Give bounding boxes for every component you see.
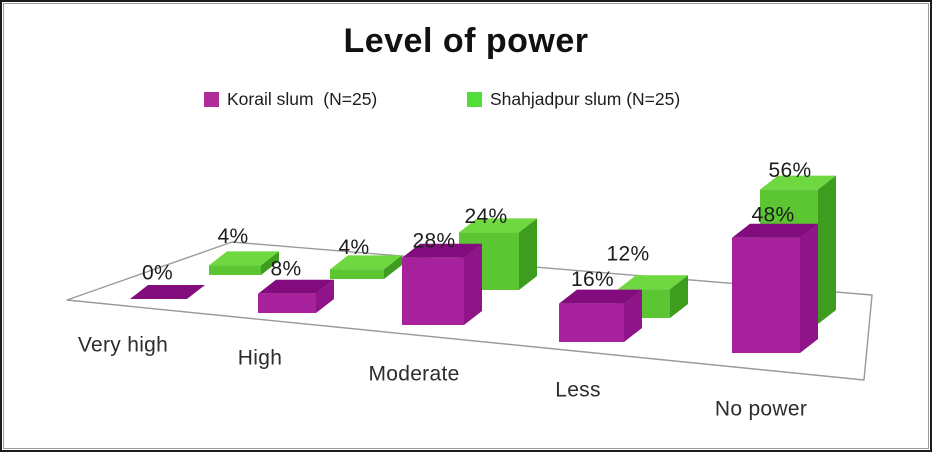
value-label-korail-high: 8%: [271, 257, 302, 280]
bar-shahjadpur-no-power-side: [818, 175, 836, 324]
bar-korail-no-power-top: [732, 223, 818, 238]
bar-korail-high-front: [258, 293, 316, 313]
value-label-korail-no-power: 48%: [752, 203, 795, 226]
bar-shahjadpur-very-high-side: [261, 251, 279, 275]
chart-title: Level of power: [343, 22, 589, 60]
category-label-no-power: No power: [715, 398, 807, 421]
bar-korail-less-top: [559, 289, 642, 304]
value-label-shahjadpur-very-high: 4%: [218, 225, 249, 248]
bar-korail-very-high-top: [130, 285, 205, 299]
value-label-shahjadpur-high: 4%: [339, 236, 370, 259]
value-label-shahjadpur-no-power: 56%: [769, 159, 812, 182]
value-label-korail-very-high: 0%: [142, 262, 173, 285]
bar-korail-no-power-side: [800, 223, 818, 353]
legend-item-shahjadpur: Shahjadpur slum (N=25): [467, 89, 680, 109]
bar-shahjadpur-high-side: [384, 255, 402, 279]
bar-korail-less-front: [559, 303, 624, 342]
legend-label-korail: Korail slum (N=25): [227, 88, 378, 109]
bar-shahjadpur-less-top: [618, 275, 688, 290]
value-label-shahjadpur-moderate: 24%: [465, 205, 508, 228]
bar-shahjadpur-moderate-side: [519, 218, 537, 290]
category-label-moderate: Moderate: [368, 363, 459, 386]
legend-swatch-shahjadpur-icon: [467, 91, 482, 107]
category-label-very-high: Very high: [78, 334, 168, 357]
category-label-less: Less: [555, 379, 601, 402]
bar-korail-high-side: [316, 279, 334, 313]
bar-shahjadpur-very-high-top: [209, 251, 279, 266]
bar-korail-moderate-side: [464, 243, 482, 325]
bar-shahjadpur-less-side: [670, 275, 688, 318]
bar-korail-moderate-top: [402, 243, 482, 258]
bar-korail-moderate-front: [402, 257, 464, 325]
legend-label-shahjadpur: Shahjadpur slum (N=25): [490, 88, 681, 109]
category-label-high: High: [238, 347, 282, 370]
legend-item-korail: Korail slum (N=25): [204, 89, 377, 109]
bar-korail-less-side: [624, 289, 642, 342]
value-label-korail-less: 16%: [571, 268, 614, 291]
bar-korail-no-power-front: [732, 237, 800, 353]
bar-shahjadpur-moderate-top: [459, 218, 537, 233]
bar-shahjadpur-no-power-top: [760, 175, 836, 190]
bar-korail-high-top: [258, 279, 334, 294]
bar-shahjadpur-high-top: [330, 255, 402, 270]
value-label-shahjadpur-less: 12%: [607, 243, 650, 266]
value-label-korail-moderate: 28%: [413, 229, 456, 252]
bar-shahjadpur-high-front: [330, 269, 384, 279]
legend-swatch-korail-icon: [204, 91, 219, 107]
bar-shahjadpur-very-high-front: [209, 265, 261, 275]
